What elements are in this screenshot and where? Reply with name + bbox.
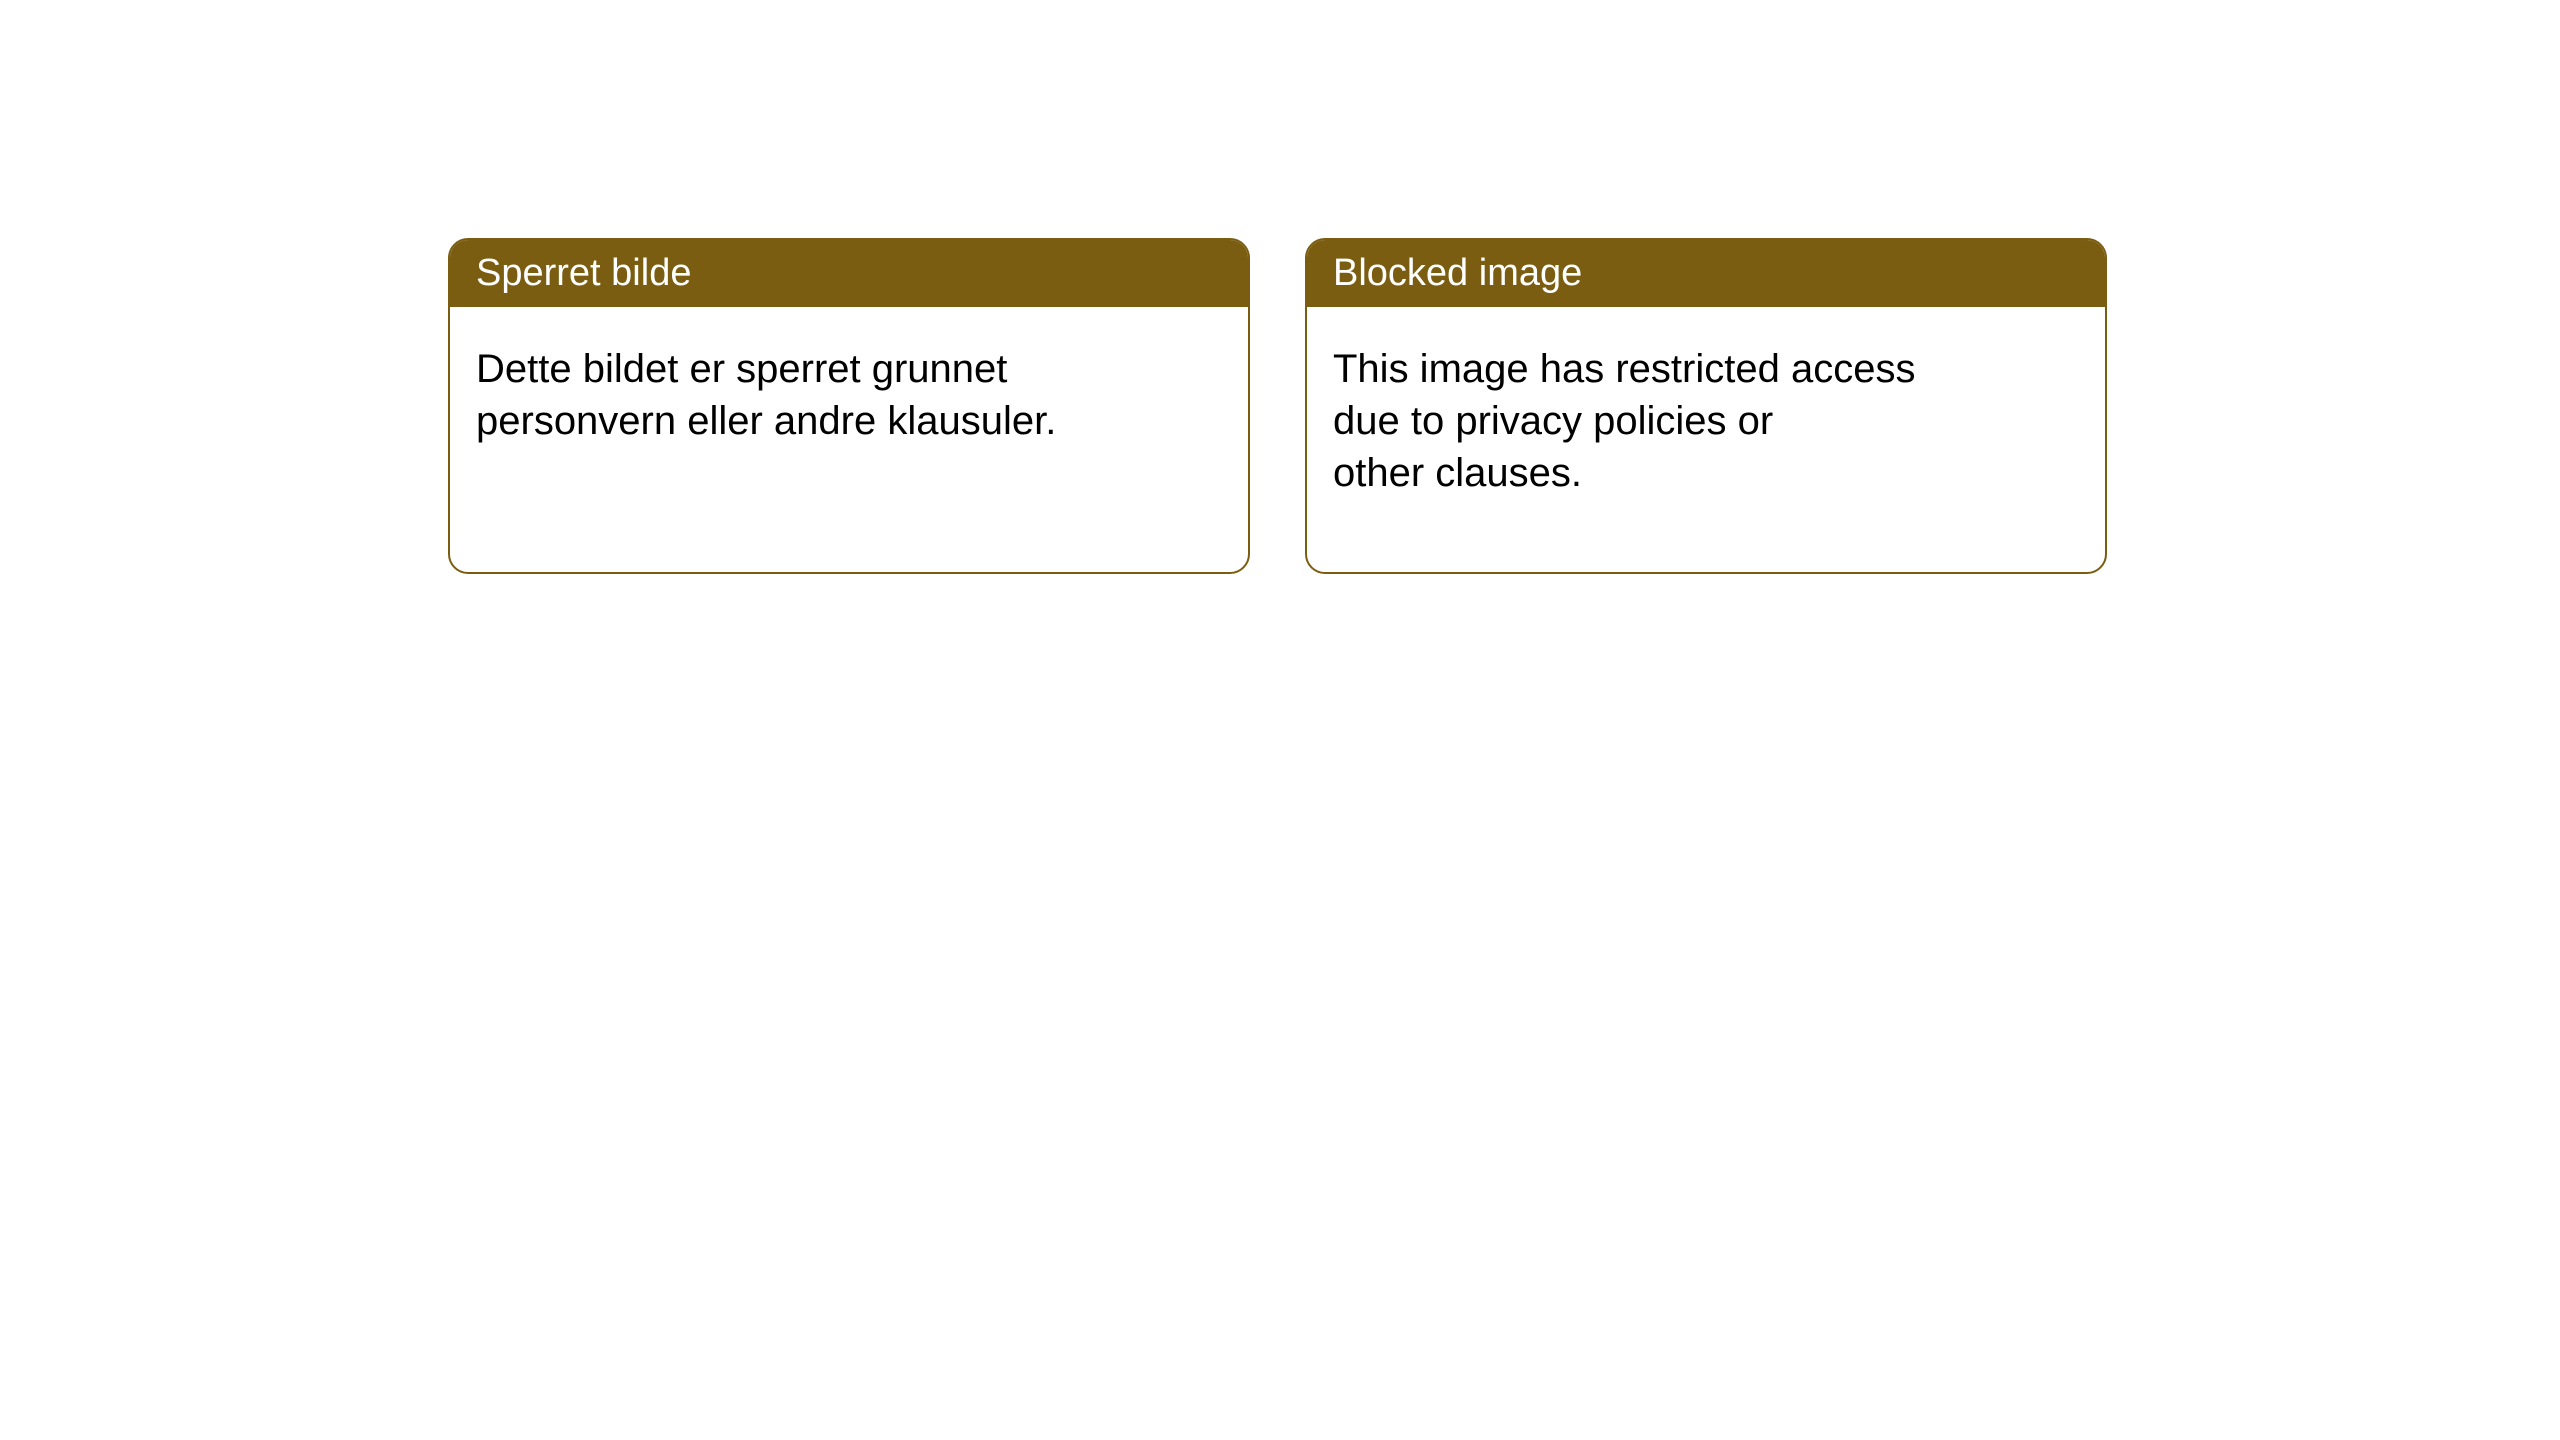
notice-card-norwegian: Sperret bilde Dette bildet er sperret gr…: [448, 238, 1250, 574]
notice-header: Blocked image: [1307, 240, 2105, 307]
notice-body: This image has restricted access due to …: [1307, 307, 2105, 535]
notice-card-english: Blocked image This image has restricted …: [1305, 238, 2107, 574]
notice-container: Sperret bilde Dette bildet er sperret gr…: [448, 238, 2107, 574]
notice-header: Sperret bilde: [450, 240, 1248, 307]
notice-body: Dette bildet er sperret grunnet personve…: [450, 307, 1248, 483]
